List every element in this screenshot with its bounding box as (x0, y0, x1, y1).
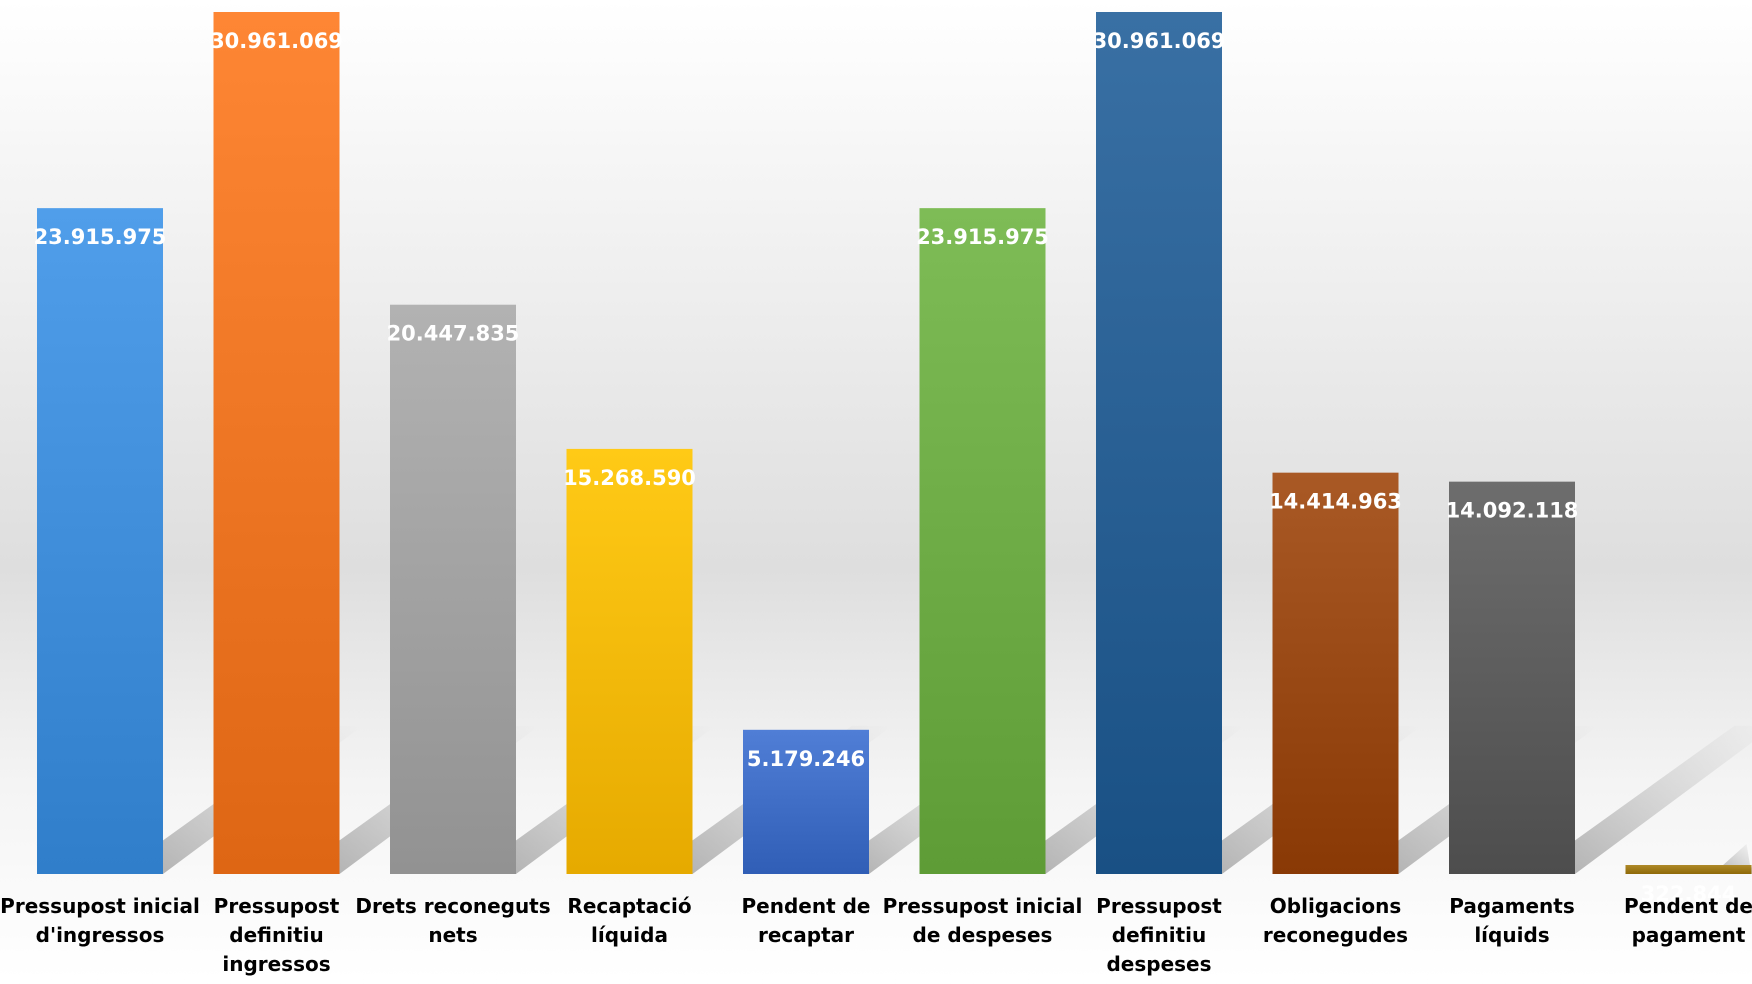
data-label: 322.844 (1641, 882, 1737, 906)
category-label: Recaptació líquida (567, 894, 691, 947)
category-label-line: Pressupost inicial (0, 894, 200, 918)
bar (1449, 481, 1575, 874)
category-label-line: Pressupost inicial (883, 894, 1083, 918)
bar (1272, 472, 1399, 874)
category-label: Pressupost inicial d'ingressos (0, 894, 200, 947)
category-label-line: d'ingressos (36, 923, 165, 947)
category-label-line: nets (428, 923, 477, 947)
category-label-line: Recaptació (567, 894, 691, 918)
category-label-line: definitiu (1112, 923, 1206, 947)
category-label-line: líquids (1474, 923, 1549, 947)
category-label: Pressupost inicial de despeses (883, 894, 1083, 947)
category-label: Pressupost definitiu ingressos (214, 894, 340, 976)
category-label: Pendent de pagament (1624, 894, 1752, 947)
category-label-line: Drets reconeguts (355, 894, 550, 918)
category-label: Drets reconeguts nets (355, 894, 550, 947)
category-label-line: definitiu (229, 923, 323, 947)
data-label: 20.447.835 (387, 322, 520, 346)
category-label-line: líquida (591, 923, 668, 947)
category-label-line: Pressupost (214, 894, 340, 918)
value-labels: 23.915.975 30.961.069 20.447.835 15.268.590… (34, 29, 1737, 906)
category-labels: Pressupost inicial d'ingressos Pressupost d… (0, 894, 1752, 976)
category-label-line: Pendent de (1624, 894, 1752, 918)
bar (1625, 865, 1752, 874)
bar (37, 208, 163, 874)
category-label: Pagaments líquids (1449, 894, 1575, 947)
data-label: 14.414.963 (1269, 490, 1402, 514)
bar (743, 729, 869, 874)
bar (390, 304, 516, 874)
category-label-line: Pressupost (1096, 894, 1222, 918)
data-label: 23.915.975 (34, 225, 167, 249)
data-label: 15.268.590 (563, 466, 696, 490)
bar-shadow (1570, 725, 1752, 874)
data-label: 30.961.069 (1093, 29, 1226, 53)
bar (1096, 12, 1222, 874)
category-label-line: ingressos (222, 952, 330, 976)
category-label-line: Obligacions (1270, 894, 1401, 918)
bar (213, 12, 340, 874)
category-label-line: Pagaments (1449, 894, 1575, 918)
bar (566, 448, 693, 874)
category-label-line: Pendent de (742, 894, 871, 918)
category-label-line: despeses (1106, 952, 1211, 976)
data-label: 14.092.118 (1446, 499, 1579, 523)
data-label: 30.961.069 (210, 29, 343, 53)
data-label: 5.179.246 (747, 747, 865, 771)
bar (919, 208, 1046, 874)
category-label-line: de despeses (913, 923, 1053, 947)
bars (37, 12, 1752, 874)
category-label-line: pagament (1632, 923, 1746, 947)
data-label: 23.915.975 (916, 225, 1049, 249)
category-label: Pendent de recaptar (742, 894, 871, 947)
category-label-line: reconegudes (1263, 923, 1408, 947)
category-label: Obligacions reconegudes (1263, 894, 1408, 947)
category-label: Pressupost definitiu despeses (1096, 894, 1222, 976)
category-label-line: recaptar (758, 923, 854, 947)
